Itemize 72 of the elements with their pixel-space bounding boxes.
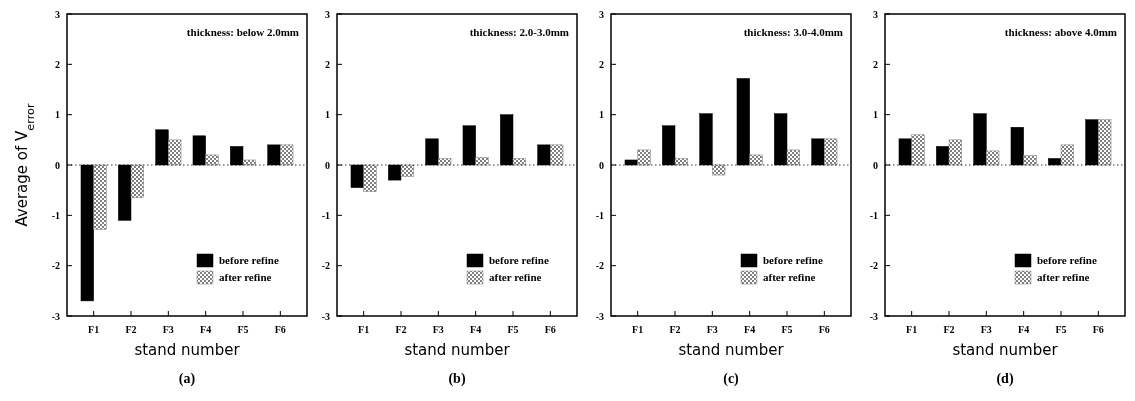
- x-tick-label: F6: [274, 324, 286, 335]
- y-tick-label: 1: [325, 109, 330, 121]
- x-tick-label: F4: [1018, 324, 1030, 335]
- x-tick-label: F3: [980, 324, 992, 335]
- x-tick-label: F5: [237, 324, 249, 335]
- text: (d): [996, 371, 1014, 387]
- legend-label: before refine: [763, 254, 823, 266]
- text: thickness: above 4.0mm: [1004, 26, 1117, 38]
- legend-label: after refine: [219, 271, 272, 283]
- x-tick-label: F6: [1092, 324, 1104, 335]
- y-tick-label: 0: [873, 159, 878, 171]
- x-tick-label: F3: [162, 324, 174, 335]
- y-tick-label: 1: [873, 109, 878, 121]
- y-tick-label: 2: [325, 58, 330, 70]
- x-tick-label: F4: [744, 324, 756, 335]
- text: (b): [448, 371, 466, 387]
- legend-label: after refine: [1037, 271, 1090, 283]
- y-tick-label: 0: [599, 159, 604, 171]
- y-tick-label: 3: [599, 8, 604, 20]
- y-tick-label: -2: [869, 260, 878, 272]
- x-tick-label: F1: [632, 324, 644, 335]
- legend-label: after refine: [489, 271, 542, 283]
- y-tick-label: -3: [321, 310, 330, 322]
- y-tick-label: -2: [595, 260, 604, 272]
- x-tick-label: F2: [395, 324, 407, 335]
- x-tick-label: F3: [706, 324, 718, 335]
- x-tick-label: F4: [200, 324, 212, 335]
- legend-label: after refine: [763, 271, 816, 283]
- x-tick-label: F3: [432, 324, 444, 335]
- x-axis-title: stand number: [404, 341, 511, 359]
- x-axis-title: stand number: [134, 341, 241, 359]
- x-axis-title: stand number: [952, 341, 1059, 359]
- y-tick-label: 3: [873, 8, 878, 20]
- y-tick-label: 0: [55, 159, 60, 171]
- x-tick-label: F5: [781, 324, 793, 335]
- y-tick-label: 2: [55, 58, 60, 70]
- y-tick-label: -1: [321, 209, 330, 221]
- y-tick-label: -1: [595, 209, 604, 221]
- y-tick-label: 1: [599, 109, 604, 121]
- x-tick-label: F1: [906, 324, 918, 335]
- y-tick-label: -1: [51, 209, 60, 221]
- y-tick-label: 0: [325, 159, 330, 171]
- y-tick-label: -3: [595, 310, 604, 322]
- x-tick-label: F1: [358, 324, 370, 335]
- text: (a): [178, 371, 196, 387]
- y-tick-label: 3: [55, 8, 60, 20]
- y-tick-label: -3: [51, 310, 60, 322]
- text: (c): [723, 371, 740, 387]
- x-tick-label: F2: [669, 324, 681, 335]
- x-tick-label: F6: [544, 324, 556, 335]
- x-tick-label: F6: [818, 324, 830, 335]
- y-tick-label: 3: [325, 8, 330, 20]
- y-tick-label: 1: [55, 109, 60, 121]
- x-axis-title: stand number: [678, 341, 785, 359]
- y-tick-label: -2: [51, 260, 60, 272]
- x-tick-label: F5: [507, 324, 519, 335]
- x-tick-label: F2: [943, 324, 955, 335]
- x-tick-label: F5: [1055, 324, 1067, 335]
- y-tick-label: -3: [869, 310, 878, 322]
- legend-label: before refine: [1037, 254, 1097, 266]
- x-tick-label: F4: [470, 324, 482, 335]
- text: thickness: 3.0-4.0mm: [743, 26, 843, 38]
- text: thickness: 2.0-3.0mm: [469, 26, 569, 38]
- x-tick-label: F2: [125, 324, 137, 335]
- y-tick-label: 2: [873, 58, 878, 70]
- y-tick-label: -1: [869, 209, 878, 221]
- legend-label: before refine: [219, 254, 279, 266]
- text: thickness: below 2.0mm: [186, 26, 299, 38]
- x-tick-label: F1: [88, 324, 100, 335]
- y-tick-label: 2: [599, 58, 604, 70]
- legend-label: before refine: [489, 254, 549, 266]
- y-tick-label: -2: [321, 260, 330, 272]
